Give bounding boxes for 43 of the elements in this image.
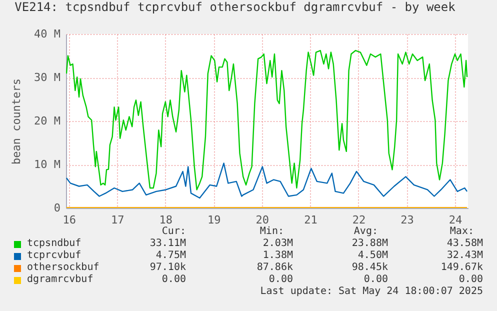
y-tick-label: 10 M bbox=[34, 158, 61, 171]
y-axis-title: bean counters bbox=[10, 78, 24, 165]
text: 87.86k bbox=[256, 262, 293, 273]
legend-label: othersockbuf bbox=[27, 262, 100, 273]
text: 2.03M bbox=[262, 238, 293, 249]
text: 0.00 bbox=[364, 274, 388, 285]
x-tick-label: 22 bbox=[352, 214, 366, 226]
line-series bbox=[66, 50, 468, 190]
text: 149.67k bbox=[440, 262, 483, 273]
text: 23.88M bbox=[352, 238, 388, 249]
text: 1.38M bbox=[262, 250, 293, 261]
x-tick-label: 20 bbox=[256, 214, 270, 226]
chart-title: VE214: tcpsndbuf tcprcvbuf othersockbuf dgramrcvbuf - by week bbox=[14, 0, 456, 14]
text: 32.43M bbox=[446, 250, 483, 261]
legend-label: tcpsndbuf bbox=[27, 238, 82, 249]
x-tick-label: 23 bbox=[400, 214, 414, 226]
x-tick-label: 16 bbox=[62, 214, 76, 226]
text: Cur: bbox=[162, 226, 186, 237]
x-tick-label: 21 bbox=[304, 214, 318, 226]
y-tick-label: 40 M bbox=[34, 28, 61, 40]
text: 0.00 bbox=[268, 274, 293, 285]
text: Avg: bbox=[354, 226, 378, 237]
x-tick-label: 24 bbox=[448, 214, 462, 226]
text: Min: bbox=[260, 226, 284, 237]
y-tick-label: 20 M bbox=[34, 114, 61, 128]
x-tick-label: 19 bbox=[208, 214, 221, 226]
legend-label: dgramrcvbuf bbox=[27, 274, 94, 285]
text: 98.45k bbox=[352, 262, 388, 273]
text: Max: bbox=[450, 226, 474, 237]
text: 43.58M bbox=[446, 238, 483, 249]
text: 4.75M bbox=[156, 250, 186, 261]
y-tick-label: 30 M bbox=[34, 71, 61, 84]
text: 0.00 bbox=[458, 274, 483, 285]
legend-label: tcprcvbuf bbox=[27, 250, 82, 261]
x-tick-label: 17 bbox=[111, 214, 124, 226]
text: 4.50M bbox=[358, 250, 388, 261]
x-tick-label: 18 bbox=[159, 214, 173, 226]
text: 97.10k bbox=[150, 262, 186, 273]
text: 0.00 bbox=[162, 274, 186, 285]
line-series bbox=[66, 162, 468, 199]
text: Last update: Sat May 24 18:00:07 2025 bbox=[260, 286, 483, 297]
y-tick-label: 0 bbox=[54, 202, 60, 214]
text: 33.11M bbox=[150, 238, 186, 249]
